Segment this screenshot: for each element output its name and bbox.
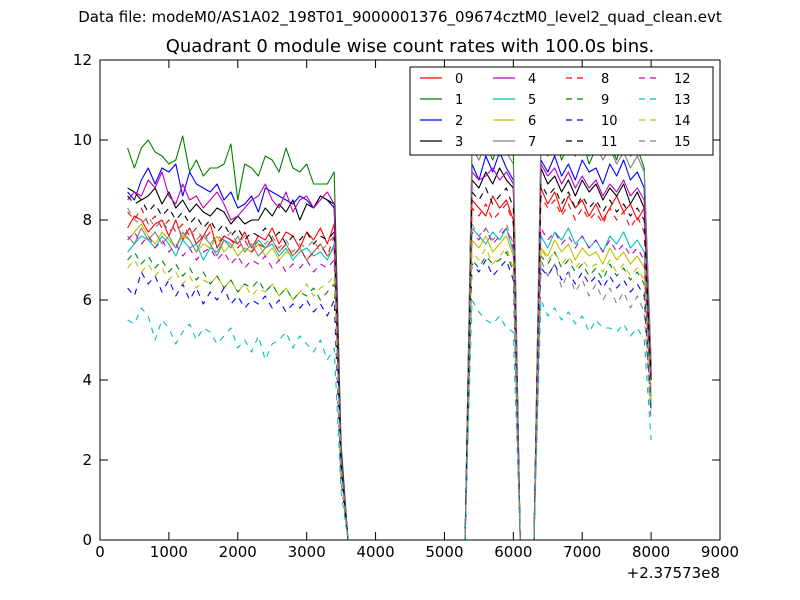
y-tick-label: 12 (73, 51, 92, 69)
series-line-8 (127, 195, 652, 540)
legend-label-2: 2 (455, 114, 463, 129)
legend-box (409, 66, 714, 156)
series-line-15 (127, 207, 652, 540)
x-tick-label: 2000 (219, 543, 257, 561)
y-tick-label: 10 (73, 131, 92, 149)
legend-label-15: 15 (674, 135, 691, 150)
legend-label-9: 9 (601, 93, 609, 108)
series-line-6 (127, 223, 652, 540)
legend-label-7: 7 (528, 135, 536, 150)
series-line-4 (127, 163, 652, 540)
x-tick-label: 0 (95, 543, 105, 561)
series-line-10 (127, 259, 652, 540)
series-layer (127, 103, 652, 540)
x-tick-label: 6000 (494, 543, 532, 561)
series-line-7 (127, 103, 652, 540)
x-tick-label: 1000 (150, 543, 188, 561)
legend-label-1: 1 (455, 93, 463, 108)
x-tick-label: 4000 (356, 543, 394, 561)
legend-label-10: 10 (601, 114, 618, 129)
legend-label-8: 8 (601, 72, 609, 87)
y-tick-label: 0 (82, 531, 92, 549)
x-tick-label: 8000 (632, 543, 670, 561)
legend-label-6: 6 (528, 114, 536, 129)
x-offset-label: +2.37573e8 (627, 564, 720, 582)
series-line-12 (127, 227, 652, 540)
figure-suptitle: Data file: modeM0/AS1A02_198T01_90000013… (78, 8, 722, 26)
y-tick-label: 8 (82, 211, 92, 229)
x-tick-label: 5000 (425, 543, 463, 561)
chart-title: Quadrant 0 module wise count rates with … (165, 36, 655, 57)
series-line-0 (127, 187, 652, 540)
legend-label-12: 12 (674, 72, 691, 87)
legend-label-14: 14 (674, 114, 691, 129)
x-tick-label: 9000 (701, 543, 739, 561)
legend-label-4: 4 (528, 72, 536, 87)
series-line-2 (127, 151, 652, 540)
series-line-3 (127, 167, 652, 540)
series-line-1 (127, 131, 652, 540)
legend-label-11: 11 (601, 135, 618, 150)
series-line-5 (127, 227, 652, 540)
series-line-11 (127, 183, 652, 540)
legend-label-3: 3 (455, 135, 463, 150)
legend-label-13: 13 (674, 93, 691, 108)
series-line-14 (127, 247, 652, 540)
axis-ticks: 0 1000 2000 3000 4000 5000 6000 7000 8000 9000 0 2 4… (73, 51, 739, 561)
y-tick-label: 6 (82, 291, 92, 309)
x-tick-label: 3000 (288, 543, 326, 561)
legend-label-5: 5 (528, 93, 536, 108)
x-tick-label: 7000 (563, 543, 601, 561)
y-tick-label: 4 (82, 371, 92, 389)
series-line-13 (127, 299, 652, 540)
legend-label-0: 0 (455, 72, 463, 87)
series-line-9 (127, 251, 652, 540)
y-tick-label: 2 (82, 451, 92, 469)
